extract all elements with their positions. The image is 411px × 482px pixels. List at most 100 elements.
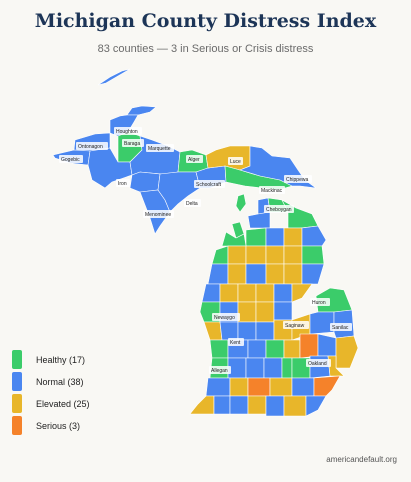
- label-chippewa: Chippewa: [286, 177, 308, 183]
- county-arenac[interactable]: [291, 283, 313, 303]
- county-jackson-n[interactable]: [263, 357, 283, 379]
- county-montcalm[interactable]: [237, 301, 257, 323]
- county-midland[interactable]: [273, 283, 293, 303]
- legend-label: Normal (38): [36, 376, 84, 387]
- legend-item-serious[interactable]: Serious (3): [12, 416, 90, 435]
- label-oakland: Oakland: [308, 361, 327, 367]
- county-labels: Houghton Ontonagon Baraga Marquette Goge…: [59, 127, 352, 374]
- legend-item-normal[interactable]: Normal (38): [12, 372, 90, 391]
- label-iron: Iron: [118, 181, 127, 187]
- county-missaukee[interactable]: [245, 245, 267, 265]
- label-houghton: Houghton: [116, 129, 138, 135]
- legend-swatch: [12, 350, 22, 369]
- county-roscommon[interactable]: [265, 245, 285, 265]
- label-menominee: Menominee: [145, 212, 171, 218]
- county-clare[interactable]: [265, 263, 285, 285]
- county-manistee[interactable]: [211, 245, 229, 265]
- county-ionia[interactable]: [237, 321, 257, 341]
- county-calhoun-n[interactable]: [245, 357, 265, 379]
- county-iosco[interactable]: [301, 263, 325, 285]
- county-wexford[interactable]: [227, 245, 247, 265]
- county-bay[interactable]: [273, 301, 293, 321]
- label-allegan: Allegan: [211, 368, 228, 374]
- county-dickinson[interactable]: [129, 171, 161, 193]
- county-montmorency[interactable]: [283, 227, 303, 247]
- legend-item-healthy[interactable]: Healthy (17): [12, 350, 90, 369]
- county-ingham[interactable]: [265, 339, 285, 359]
- county-isabella[interactable]: [255, 283, 275, 303]
- label-baraga: Baraga: [124, 141, 140, 147]
- label-cheboygan: Cheboygan: [266, 207, 292, 213]
- county-ogemaw[interactable]: [283, 263, 303, 285]
- county-kent[interactable]: [219, 321, 239, 341]
- county-eaton[interactable]: [247, 339, 267, 359]
- county-macomb[interactable]: [327, 355, 345, 377]
- source-credit[interactable]: americandefault.org: [326, 455, 397, 464]
- county-allegan-n[interactable]: [209, 339, 229, 359]
- county-antrim[interactable]: [245, 227, 267, 247]
- county-presque-isle[interactable]: [281, 199, 319, 229]
- label-gogebic: Gogebic: [61, 157, 80, 163]
- label-alger: Alger: [188, 157, 200, 163]
- legend: Healthy (17) Normal (38) Elevated (25) S…: [12, 350, 90, 438]
- label-marquette: Marquette: [148, 146, 171, 152]
- legend-swatch: [12, 372, 22, 391]
- county-cass[interactable]: [213, 395, 231, 415]
- legend-label: Healthy (17): [36, 354, 86, 365]
- county-monroe[interactable]: [305, 395, 327, 417]
- legend-swatch: [12, 416, 22, 435]
- county-newaygo[interactable]: [219, 283, 239, 303]
- county-jackson[interactable]: [269, 377, 293, 397]
- county-otsego[interactable]: [265, 227, 285, 247]
- label-luce: Luce: [230, 159, 241, 165]
- county-shiawassee[interactable]: [283, 339, 301, 359]
- county-ottawa[interactable]: [203, 321, 223, 341]
- county-st-joseph[interactable]: [229, 395, 249, 415]
- county-charlevoix[interactable]: [247, 211, 271, 229]
- county-hillsdale[interactable]: [265, 395, 285, 417]
- label-saginaw: Saginaw: [285, 323, 305, 329]
- county-branch[interactable]: [247, 395, 267, 415]
- county-washtenaw[interactable]: [291, 377, 315, 397]
- label-newaygo: Newaygo: [214, 315, 235, 321]
- county-keweenaw[interactable]: [126, 105, 157, 116]
- lower-peninsula: [189, 197, 359, 417]
- county-wayne[interactable]: [313, 375, 341, 397]
- county-islands[interactable]: [235, 193, 247, 213]
- county-alpena[interactable]: [301, 225, 327, 247]
- county-livingston[interactable]: [281, 357, 293, 379]
- county-delta[interactable]: [157, 171, 201, 213]
- county-mecosta[interactable]: [237, 283, 257, 303]
- legend-label: Serious (3): [36, 420, 81, 431]
- county-lapeer[interactable]: [317, 333, 337, 357]
- county-mason[interactable]: [207, 263, 229, 285]
- county-keweenaw-isle[interactable]: [97, 68, 131, 86]
- county-kalamazoo[interactable]: [229, 377, 249, 397]
- county-oscoda[interactable]: [283, 245, 303, 265]
- county-calhoun[interactable]: [247, 377, 271, 397]
- county-clinton[interactable]: [255, 321, 275, 341]
- county-osceola[interactable]: [245, 263, 267, 285]
- label-schoolcraft: Schoolcraft: [196, 182, 222, 188]
- upper-peninsula: [52, 68, 317, 235]
- label-mackinac: Mackinac: [261, 188, 283, 194]
- county-genesee[interactable]: [299, 333, 319, 359]
- page-title: Michigan County Distress Index: [34, 10, 377, 32]
- michigan-county-map[interactable]: Houghton Ontonagon Baraga Marquette Goge…: [0, 60, 411, 430]
- county-gratiot[interactable]: [255, 301, 275, 323]
- label-ontonagon: Ontonagon: [78, 144, 103, 150]
- county-alcona[interactable]: [301, 245, 325, 265]
- county-st-clair[interactable]: [335, 335, 359, 369]
- label-sanilac: Sanilac: [332, 325, 349, 331]
- county-oceana[interactable]: [201, 283, 221, 303]
- label-delta: Delta: [186, 201, 198, 207]
- legend-label: Elevated (25): [36, 398, 90, 409]
- county-van-buren[interactable]: [205, 377, 231, 397]
- county-lake[interactable]: [227, 263, 247, 285]
- county-lenawee[interactable]: [283, 395, 307, 417]
- label-kent: Kent: [230, 340, 241, 346]
- label-huron: Huron: [312, 300, 326, 306]
- county-benzie[interactable]: [221, 231, 247, 247]
- legend-item-elevated[interactable]: Elevated (25): [12, 394, 90, 413]
- county-berrien[interactable]: [189, 395, 215, 415]
